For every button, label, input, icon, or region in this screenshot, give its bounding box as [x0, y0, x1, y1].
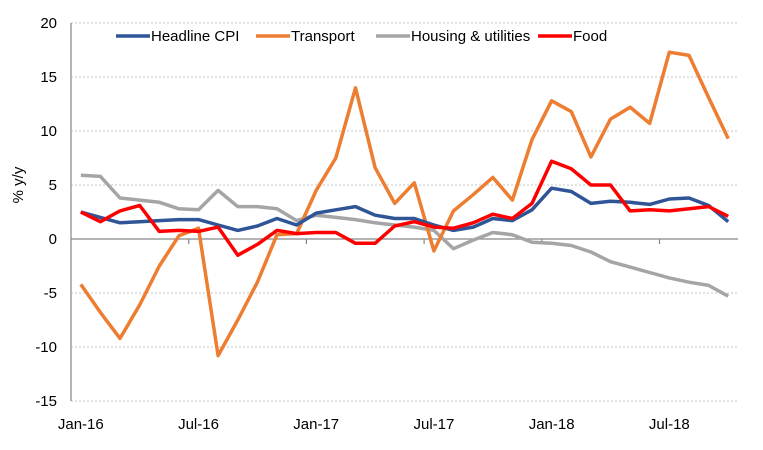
y-tick-label: 15 — [40, 69, 57, 86]
x-tick-label: Jul-18 — [649, 416, 690, 433]
x-tick-label: Jul-16 — [178, 416, 219, 433]
y-tick-label: -15 — [35, 393, 57, 410]
x-tick-label: Jan-16 — [58, 416, 104, 433]
y-tick-label: 5 — [49, 177, 57, 194]
y-tick-label: -5 — [44, 285, 57, 302]
axes — [70, 23, 738, 401]
legend-label-housing-utilities: Housing & utilities — [411, 28, 530, 45]
series-lines — [79, 50, 730, 358]
series-line-housing-utilities — [80, 173, 730, 298]
legend-label-headline-cpi: Headline CPI — [151, 28, 239, 45]
x-tick-label: Jan-17 — [293, 416, 339, 433]
gridlines — [71, 22, 738, 402]
series-line-food — [80, 159, 729, 257]
legend-label-transport: Transport — [291, 28, 355, 45]
x-tick-label: Jul-17 — [413, 416, 454, 433]
x-axis-ticks: Jan-16 Jul-16 Jan-17 Jul-17 Jan-18 Jul-18 — [58, 416, 690, 433]
series-line-headline-cpi — [80, 186, 730, 233]
y-tick-label: 10 — [40, 123, 57, 140]
y-tick-label: 0 — [49, 231, 57, 248]
y-axis-title: % y/y — [10, 166, 27, 203]
legend-label-food: Food — [573, 28, 607, 45]
x-tick-label: Jan-18 — [529, 416, 575, 433]
legend: Headline CPI Transport Housing & utilities… — [116, 28, 607, 45]
y-tick-label: 20 — [40, 15, 57, 32]
y-axis-ticks: 20 15 10 5 0 -5 -10 -15 — [35, 15, 57, 410]
y-tick-label: -10 — [35, 339, 57, 356]
